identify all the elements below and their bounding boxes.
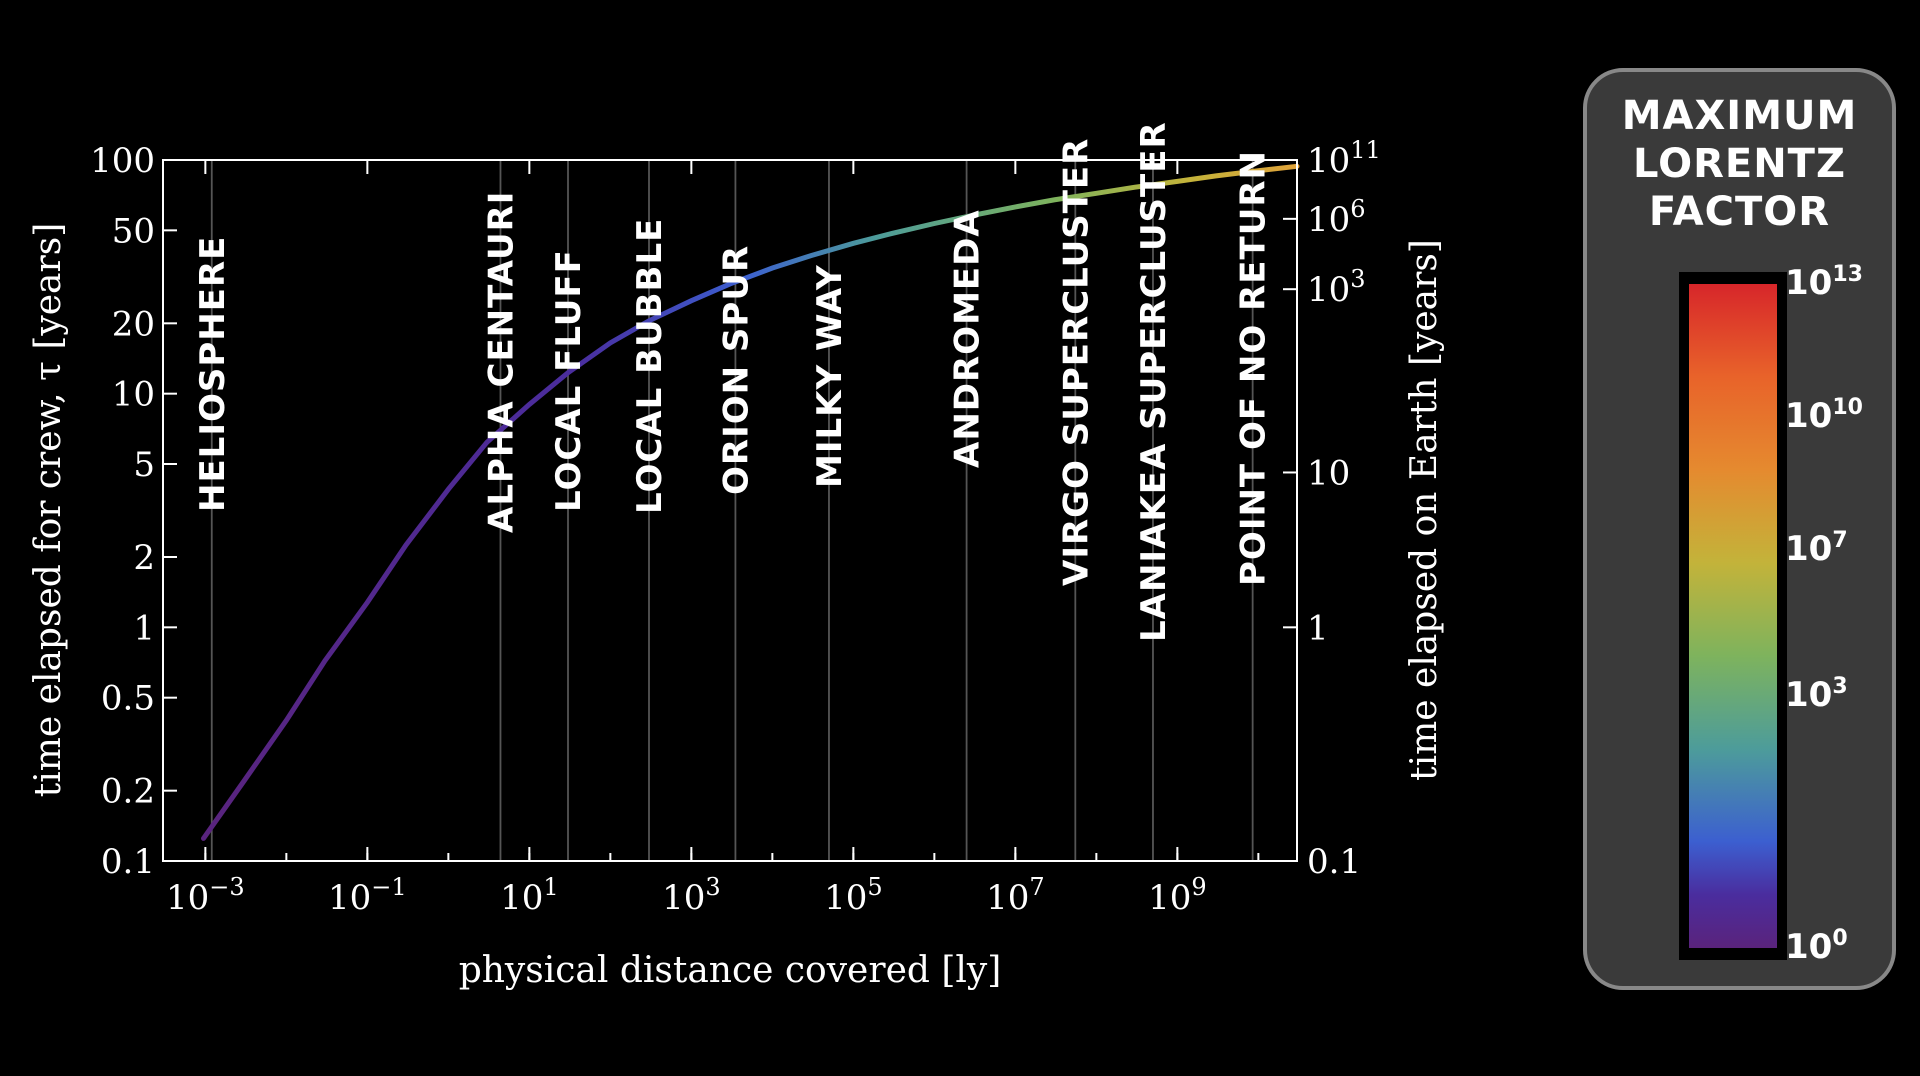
y-axis: 100 50 20 10 5 2 1 0.5 0.2 0.1: [90, 141, 177, 882]
y2-axis-title: time elapsed on Earth [years]: [1404, 239, 1445, 781]
y-tick-label: 1: [133, 608, 155, 648]
chart: HELIOSPHERE ALPHA CENTAURI LOCAL FLUFF LOCA…: [28, 121, 1445, 991]
colorbar-tick-label: 1013: [1785, 262, 1863, 303]
y2-tick-label: 106: [1307, 195, 1366, 240]
y-tick-label: 50: [112, 211, 155, 251]
y-tick-label: 0.5: [101, 679, 155, 719]
y2-axis: 1011 106 103 10 1 0.1: [1283, 136, 1381, 882]
colorbar-tick-label: 100: [1785, 926, 1848, 967]
y-tick-label: 10: [112, 375, 155, 415]
y-tick-label: 20: [112, 304, 155, 344]
colorbar-gradient: [1689, 284, 1777, 948]
x-axis-title: physical distance covered [ly]: [459, 950, 1002, 991]
x-tick-label: 101: [500, 873, 559, 918]
y-tick-label: 2: [133, 538, 155, 578]
landmark-label: HELIOSPHERE: [193, 236, 233, 512]
colorbar-panel: MAXIMUM LORENTZ FACTOR 1013 1010 107 103 100: [1583, 68, 1896, 990]
y2-tick-label: 1011: [1307, 136, 1381, 181]
landmark-label: LANIAKEA SUPERCLUSTER: [1134, 121, 1174, 642]
colorbar-tick-label: 103: [1785, 673, 1848, 715]
landmark-lines: [210, 160, 1254, 861]
x-tick-label: 103: [662, 873, 721, 918]
colorbar-frame: [1679, 272, 1787, 960]
y-tick-label: 100: [90, 141, 155, 181]
y2-tick-label: 103: [1307, 265, 1366, 310]
y-tick-label: 0.2: [101, 772, 155, 812]
y2-tick-label: 1: [1307, 608, 1329, 648]
x-tick-label: 10−3: [166, 873, 245, 918]
landmark-labels: HELIOSPHERE ALPHA CENTAURI LOCAL FLUFF LOCA…: [193, 121, 1274, 642]
y-tick-label: 5: [133, 445, 155, 485]
y-axis-title: time elapsed for crew, τ [years]: [28, 223, 69, 797]
x-tick-label: 105: [824, 873, 883, 918]
colorbar-title-line: FACTOR: [1648, 189, 1831, 235]
landmark-label: ANDROMEDA: [948, 209, 988, 468]
y2-tick-label: 0.1: [1307, 842, 1361, 882]
landmark-label: ORION SPUR: [716, 245, 756, 495]
landmark-label: ALPHA CENTAURI: [481, 191, 521, 533]
data-series-line: [201, 163, 1300, 841]
landmark-label: LOCAL FLUFF: [549, 249, 589, 512]
x-axis: 10−3 10−1 101 103 105 107 109: [166, 160, 1260, 918]
colorbar-title-line: LORENTZ: [1633, 141, 1846, 187]
y-tick-label: 0.1: [101, 842, 155, 882]
plot-frame: [162, 159, 1298, 862]
colorbar-tick-label: 1010: [1785, 394, 1863, 436]
colorbar-title: MAXIMUM LORENTZ FACTOR: [1587, 92, 1892, 236]
x-tick-label: 109: [1148, 873, 1207, 918]
colorbar-title-line: MAXIMUM: [1621, 93, 1858, 139]
landmark-label: VIRGO SUPERCLUSTER: [1056, 138, 1096, 586]
colorbar-tick-label: 107: [1785, 527, 1848, 569]
y2-tick-label: 10: [1307, 453, 1350, 493]
landmark-label: POINT OF NO RETURN: [1234, 150, 1274, 586]
landmark-label: MILKY WAY: [810, 264, 850, 488]
x-tick-label: 10−1: [328, 873, 407, 918]
landmark-label: LOCAL BUBBLE: [630, 218, 670, 514]
x-tick-label: 107: [986, 873, 1045, 918]
